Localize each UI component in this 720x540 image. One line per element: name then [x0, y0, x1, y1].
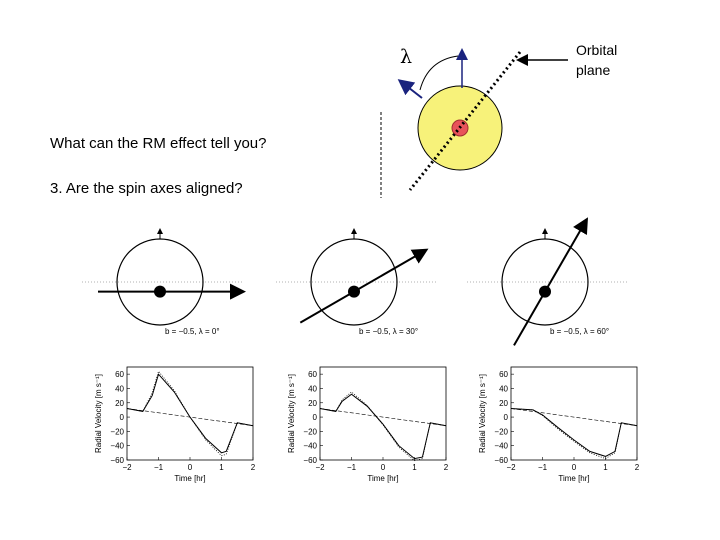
top-schematic — [380, 48, 568, 198]
spin-axis-arrow — [397, 79, 423, 99]
plot-frame — [319, 366, 447, 461]
y-tick-label: 40 — [308, 384, 317, 393]
x-tick-label: −1 — [154, 463, 164, 472]
geometry-panel: b = −0.5, λ = 30° — [276, 228, 436, 336]
plot-frame — [126, 366, 254, 461]
x-tick-label: 0 — [188, 463, 193, 472]
x-tick-label: 2 — [444, 463, 449, 472]
y-tick-label: −20 — [494, 427, 508, 436]
y-tick-label: 20 — [115, 399, 124, 408]
orbit-arrow — [299, 248, 429, 324]
rv-curve-solid — [126, 373, 254, 454]
rv-chart: −2 −1 0 1 2 60 40 20 0 −20 −40 −60 Time [hr] Radial V… — [94, 366, 256, 483]
y-tick-label: 60 — [308, 370, 317, 379]
orbital-label-line1: Orbital — [576, 42, 618, 58]
y-tick-label: 0 — [504, 413, 509, 422]
x-tick-label: 2 — [251, 463, 256, 472]
planet-dot — [539, 285, 551, 298]
x-tick-label: −1 — [347, 463, 357, 472]
rv-curve-solid — [510, 408, 638, 457]
rv-chart: −2 −1 0 1 2 60 40 20 0 −20 −40 −60 Time [hr] Radial V… — [478, 366, 640, 483]
geometry-panel: b = −0.5, λ = 0° — [82, 228, 246, 336]
x-tick-label: −1 — [538, 463, 548, 472]
y-tick-label: 60 — [499, 370, 508, 379]
lambda-symbol: λ — [400, 46, 413, 68]
x-tick-label: −2 — [506, 463, 516, 472]
x-tick-label: 0 — [572, 463, 577, 472]
panel-caption: b = −0.5, λ = 0° — [165, 327, 220, 336]
y-axis-label: Radial Velocity [m s⁻¹] — [287, 374, 296, 453]
y-tick-label: −40 — [494, 442, 508, 451]
y-tick-label: 0 — [313, 413, 318, 422]
x-axis-label: Time [hr] — [174, 474, 205, 483]
geometry-panel: b = −0.5, λ = 60° — [467, 217, 627, 346]
rv-chart: −2 −1 0 1 2 60 40 20 0 −20 −40 −60 Time [hr] Radial V… — [287, 366, 449, 483]
y-tick-label: −40 — [110, 442, 124, 451]
y-tick-label: −20 — [110, 427, 124, 436]
x-tick-label: 0 — [381, 463, 386, 472]
y-tick-label: 60 — [115, 370, 124, 379]
x-tick-label: −2 — [315, 463, 325, 472]
x-tick-label: 1 — [603, 463, 608, 472]
y-tick-label: 20 — [499, 399, 508, 408]
orbital-plane-label: Orbital plane — [576, 40, 656, 80]
y-tick-label: 0 — [120, 413, 125, 422]
rv-curve-solid — [319, 393, 447, 460]
y-tick-label: −20 — [303, 427, 317, 436]
panel-caption: b = −0.5, λ = 60° — [550, 327, 609, 336]
y-axis-label: Radial Velocity [m s⁻¹] — [94, 374, 103, 453]
x-tick-label: −2 — [122, 463, 132, 472]
rv-curve-dotted — [126, 370, 254, 457]
rv-trend-dashed — [319, 408, 447, 426]
panel-caption: b = −0.5, λ = 30° — [359, 327, 418, 336]
y-tick-label: 40 — [499, 384, 508, 393]
question-text: What can the RM effect tell you? — [50, 135, 267, 152]
x-axis-label: Time [hr] — [558, 474, 589, 483]
y-tick-label: −60 — [303, 456, 317, 465]
lambda-angle-arc — [419, 55, 459, 91]
orbit-arrow — [513, 217, 589, 346]
point-text: 3. Are the spin axes aligned? — [50, 180, 243, 197]
rv-curve-dotted — [510, 408, 638, 460]
x-tick-label: 1 — [412, 463, 417, 472]
planet-dot — [348, 285, 360, 298]
rv-trend-dashed — [510, 408, 638, 426]
orbital-label-line2: plane — [576, 62, 611, 78]
y-axis-label: Radial Velocity [m s⁻¹] — [478, 374, 487, 453]
x-tick-label: 2 — [635, 463, 640, 472]
y-tick-label: −40 — [303, 442, 317, 451]
rv-curve-dotted — [319, 391, 447, 462]
y-tick-label: −60 — [110, 456, 124, 465]
y-tick-label: 40 — [115, 384, 124, 393]
geometry-panels: b = −0.5, λ = 0° b = −0.5, λ = 30° b = −0.… — [82, 217, 627, 346]
x-tick-label: 1 — [219, 463, 224, 472]
x-axis-label: Time [hr] — [367, 474, 398, 483]
y-tick-label: −60 — [494, 456, 508, 465]
rv-trend-dashed — [126, 408, 254, 426]
plot-frame — [510, 366, 638, 461]
planet-dot — [154, 285, 166, 298]
y-tick-label: 20 — [308, 399, 317, 408]
